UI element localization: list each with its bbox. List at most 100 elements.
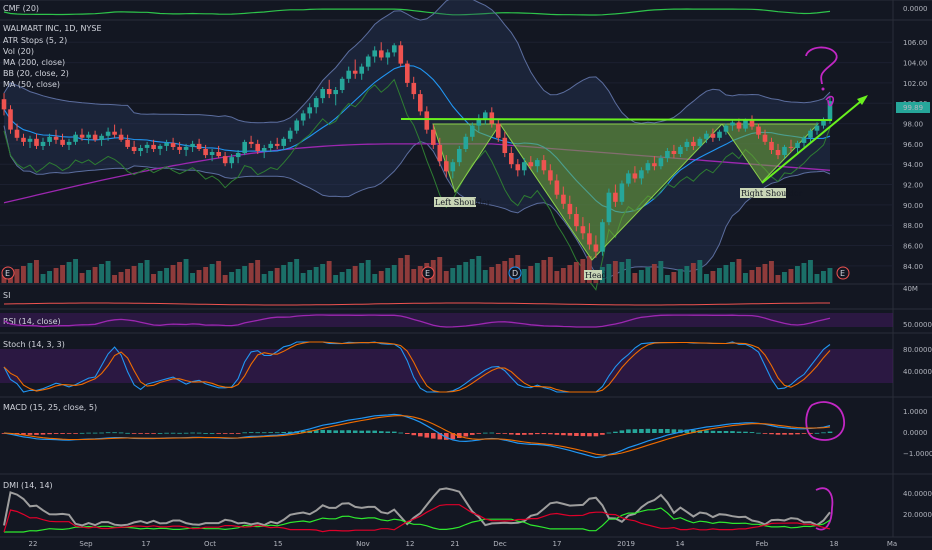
candle[interactable] [489, 107, 495, 128]
candle[interactable] [502, 131, 508, 158]
candle[interactable] [554, 174, 560, 199]
candle[interactable] [587, 223, 592, 250]
candle[interactable] [216, 145, 221, 159]
candle[interactable] [170, 137, 176, 150]
candle[interactable] [775, 143, 781, 160]
candle[interactable] [392, 43, 397, 57]
candle[interactable] [365, 54, 371, 71]
candle[interactable] [372, 46, 377, 63]
candle[interactable] [788, 139, 794, 152]
candle[interactable] [53, 129, 59, 144]
candle[interactable] [684, 138, 690, 151]
candle[interactable] [27, 135, 33, 148]
candle[interactable] [548, 164, 553, 185]
candle[interactable] [444, 155, 449, 178]
candle[interactable] [209, 149, 215, 162]
candle[interactable] [359, 63, 364, 80]
candle[interactable] [1, 93, 7, 116]
candle[interactable] [652, 156, 657, 171]
time-axis[interactable]: 22 Sep 17 Oct 15 Nov 12 21 Dec 17 2019 14 Feb 18 Ma [29, 540, 898, 548]
candle[interactable] [522, 158, 527, 176]
candle[interactable] [613, 184, 618, 207]
candle[interactable] [131, 140, 137, 154]
candle[interactable] [86, 131, 91, 144]
candle[interactable] [268, 140, 273, 152]
candle[interactable] [320, 87, 325, 104]
candle[interactable] [509, 146, 514, 169]
candle[interactable] [294, 118, 299, 134]
candle[interactable] [47, 133, 52, 146]
candle[interactable] [450, 159, 456, 179]
candle[interactable] [281, 136, 286, 150]
candle[interactable] [814, 122, 820, 135]
candle[interactable] [606, 188, 612, 226]
candle[interactable] [795, 140, 800, 153]
candle[interactable] [118, 128, 124, 142]
candle[interactable] [723, 123, 729, 135]
candle[interactable] [730, 119, 735, 131]
candle[interactable] [691, 136, 696, 150]
candle[interactable] [242, 139, 247, 156]
candle[interactable] [801, 135, 807, 147]
candle[interactable] [164, 139, 169, 151]
candle[interactable] [769, 137, 774, 154]
candle[interactable] [73, 131, 78, 145]
candle[interactable] [756, 123, 761, 139]
candle[interactable] [593, 235, 599, 258]
candle[interactable] [235, 150, 241, 164]
candle[interactable] [379, 42, 384, 61]
candle[interactable] [704, 130, 709, 143]
candle[interactable] [762, 129, 768, 145]
candle[interactable] [255, 139, 260, 154]
candle[interactable] [346, 66, 351, 83]
candle[interactable] [229, 154, 234, 169]
candle[interactable] [8, 105, 13, 134]
candle[interactable] [697, 136, 703, 148]
candle[interactable] [535, 158, 540, 173]
candle[interactable] [528, 156, 534, 170]
candle[interactable] [34, 133, 39, 149]
candle[interactable] [352, 59, 358, 79]
candle[interactable] [92, 130, 98, 142]
candle[interactable] [574, 206, 579, 232]
candle[interactable] [14, 123, 20, 141]
candle[interactable] [203, 144, 208, 159]
candle[interactable] [398, 41, 404, 67]
candle[interactable] [717, 129, 722, 141]
candle[interactable] [541, 155, 547, 175]
price-axis[interactable]: 106.00104.00102.00100.0098.0096.0094.009… [903, 39, 928, 271]
candle[interactable] [287, 127, 293, 142]
price-pane[interactable]: Left Shoulder Head Right Shoulder E E D … [0, 0, 930, 531]
candle[interactable] [457, 145, 462, 167]
candle[interactable] [411, 76, 417, 100]
candle[interactable] [99, 133, 104, 146]
candle[interactable] [580, 217, 586, 240]
candle[interactable] [567, 195, 573, 220]
candle[interactable] [678, 144, 683, 158]
candle[interactable] [21, 133, 26, 146]
candle[interactable] [151, 139, 156, 152]
candle[interactable] [112, 124, 117, 138]
event-markers[interactable]: E E D E [1, 266, 850, 280]
candle[interactable] [782, 144, 787, 159]
candle[interactable] [79, 128, 85, 141]
candle[interactable] [190, 140, 195, 152]
candle[interactable] [470, 122, 475, 141]
candle[interactable] [144, 141, 150, 153]
candle[interactable] [658, 155, 664, 170]
candle[interactable] [60, 133, 65, 147]
candle[interactable] [632, 166, 638, 183]
candle[interactable] [749, 115, 755, 130]
candle[interactable] [339, 76, 345, 94]
candle[interactable] [431, 124, 436, 149]
candle[interactable] [125, 134, 130, 149]
candle[interactable] [476, 114, 482, 132]
candle[interactable] [665, 148, 670, 163]
candle[interactable] [808, 128, 813, 142]
candle[interactable] [177, 141, 182, 154]
candle[interactable] [619, 180, 625, 205]
candle[interactable] [626, 170, 631, 187]
candle[interactable] [671, 144, 677, 159]
candle[interactable] [483, 110, 488, 125]
candle[interactable] [496, 118, 501, 142]
